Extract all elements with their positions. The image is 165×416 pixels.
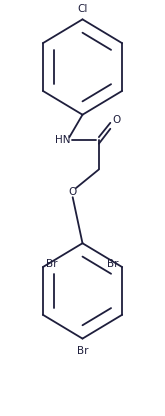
Text: Br: Br — [77, 346, 88, 356]
Text: Br: Br — [46, 259, 58, 269]
Text: Cl: Cl — [77, 5, 88, 15]
Text: O: O — [113, 115, 121, 125]
Text: Br: Br — [107, 259, 119, 269]
Text: HN: HN — [55, 136, 71, 146]
Text: O: O — [69, 187, 77, 197]
